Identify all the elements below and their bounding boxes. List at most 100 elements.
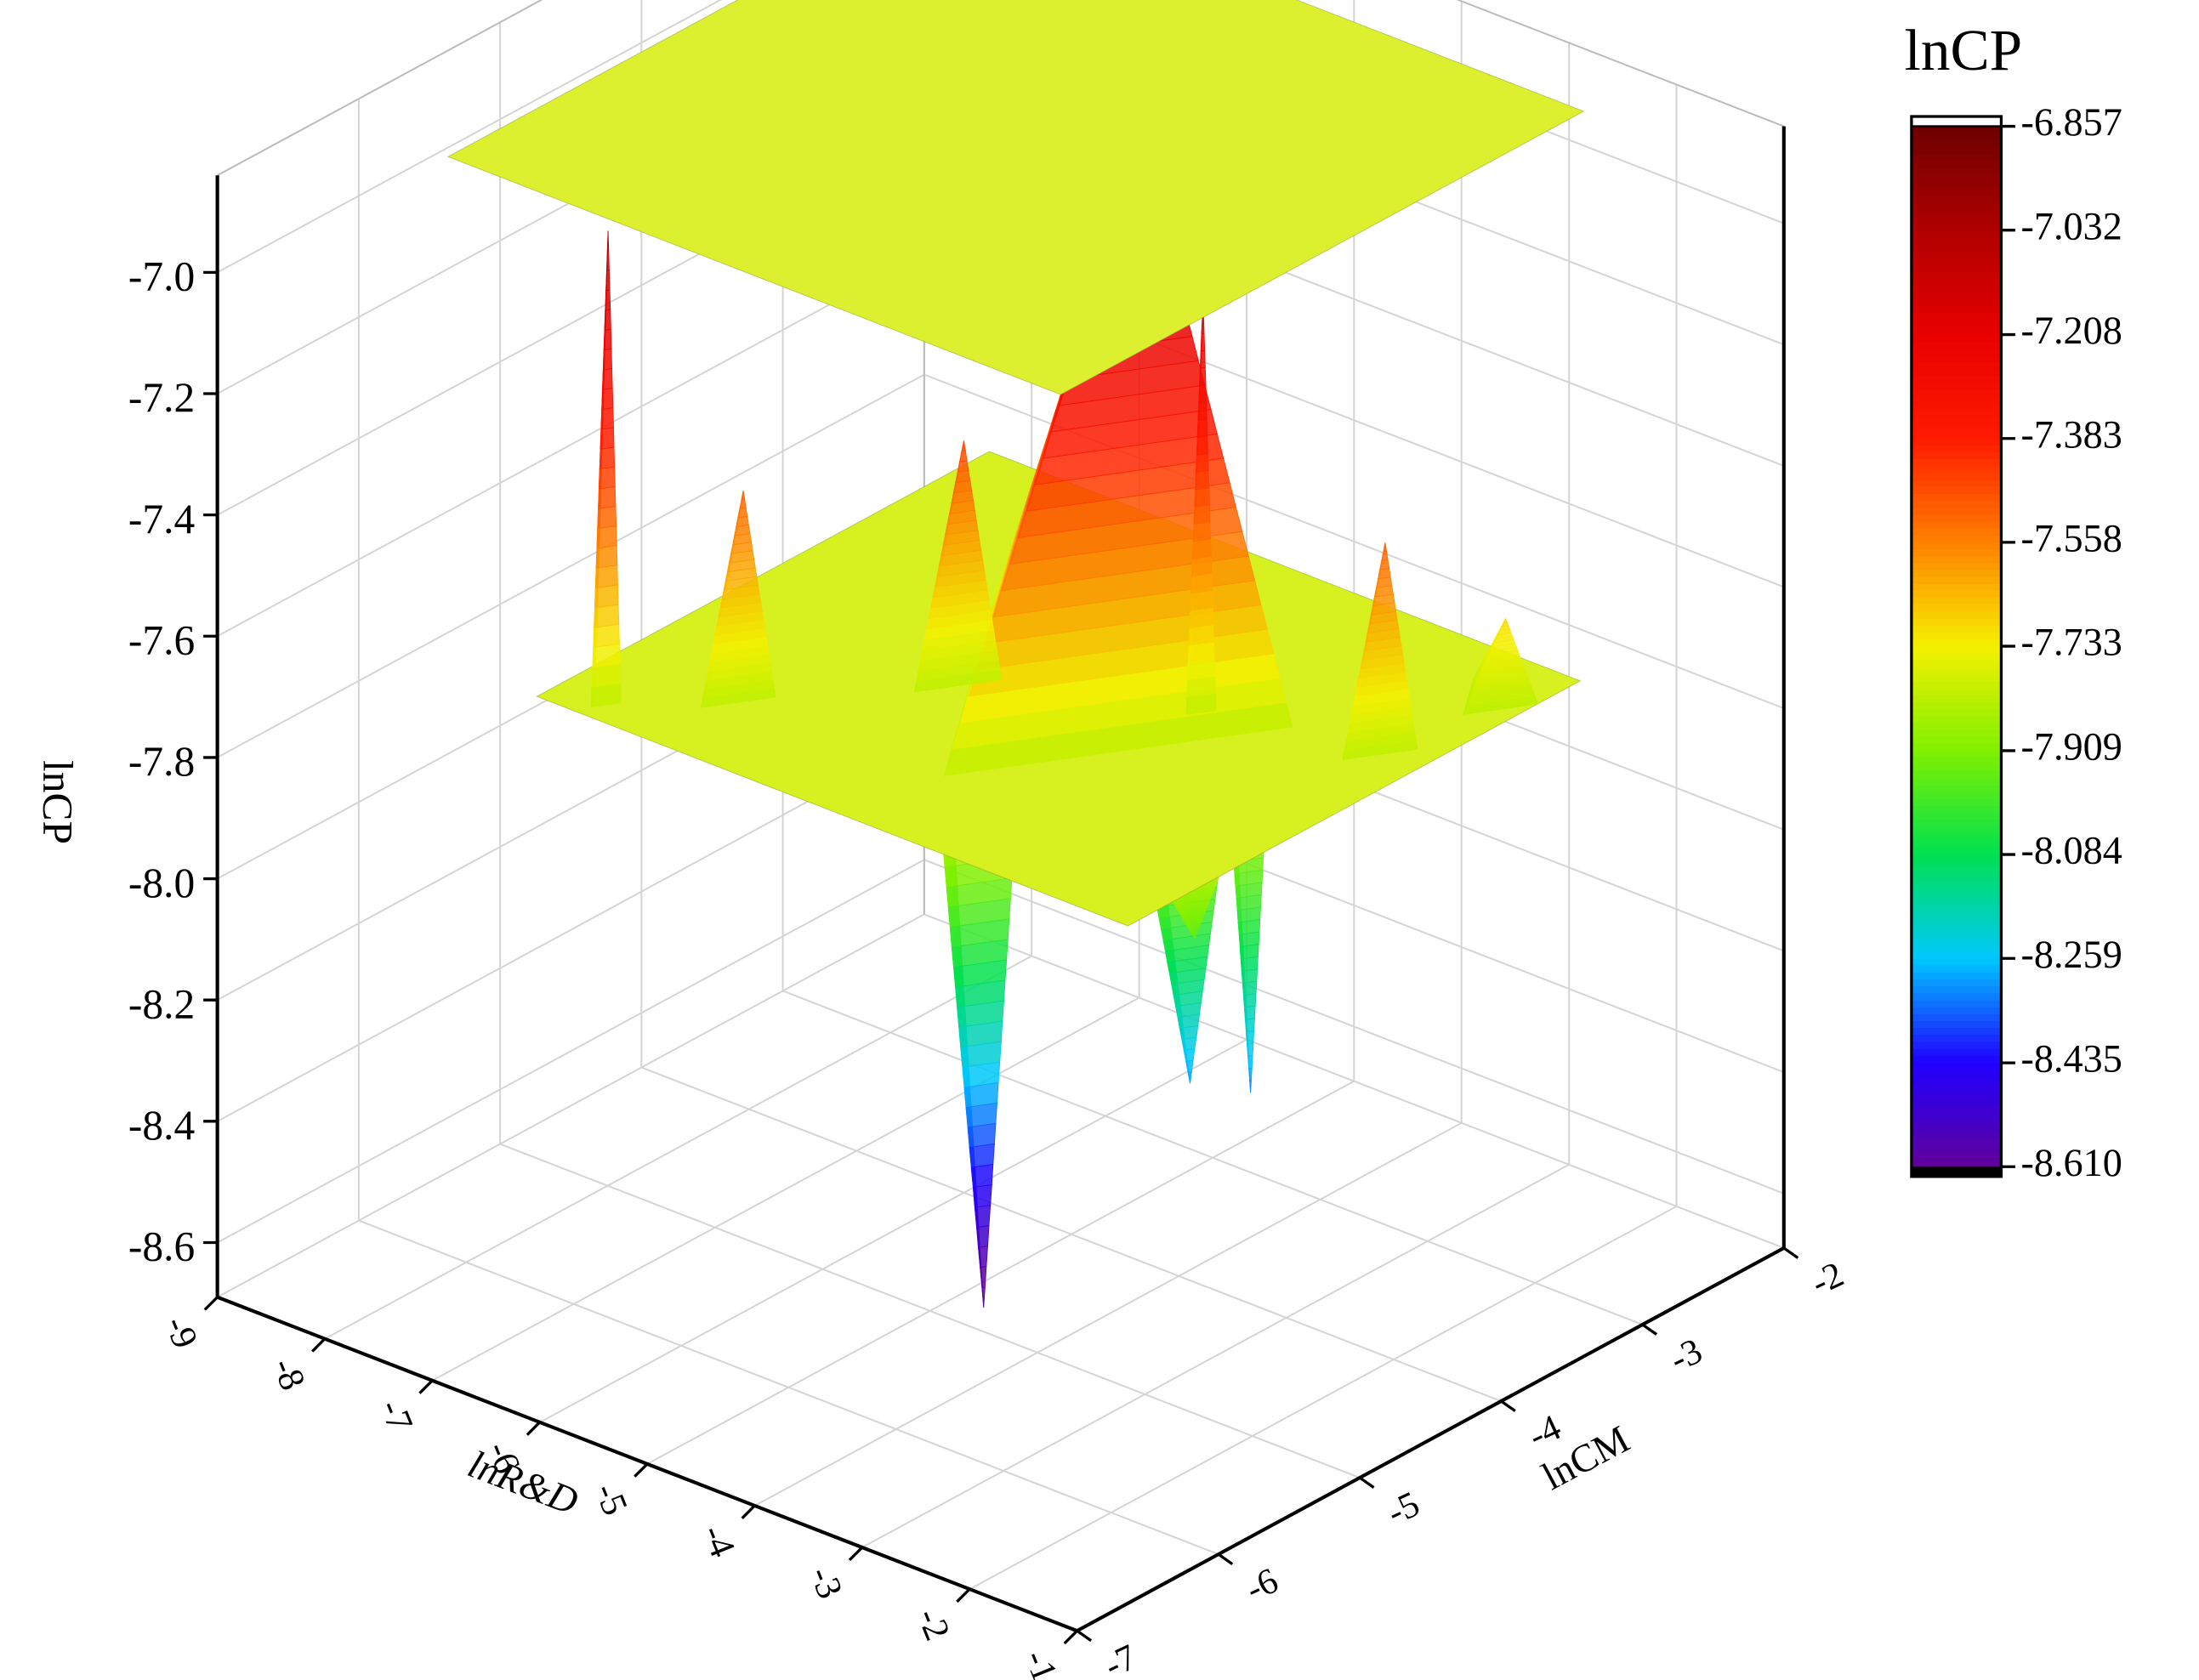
y-tick-label: -2 — [1805, 1254, 1850, 1303]
colorbar-strip — [1911, 313, 2002, 321]
spike — [590, 230, 622, 708]
spike-face — [1247, 1042, 1254, 1057]
x-tick-label: -5 — [587, 1478, 635, 1521]
colorbar-strip — [1911, 660, 2002, 668]
colorbar-strip — [1911, 681, 2002, 690]
colorbar-strip — [1911, 403, 2002, 412]
y-tick-label: -7 — [1099, 1637, 1143, 1680]
colorbar-strip — [1911, 1070, 2002, 1078]
colorbar-strip — [1911, 154, 2002, 162]
x-tick-label: -7 — [372, 1394, 420, 1438]
colorbar-strip — [1911, 965, 2002, 973]
colorbar-strip — [1911, 1013, 2002, 1022]
spike-face — [1197, 401, 1207, 421]
colorbar-strip — [1911, 1104, 2002, 1112]
colorbar-strip — [1911, 126, 2002, 134]
colorbar-cap — [1911, 1166, 2002, 1177]
colorbar-strip — [1911, 251, 2002, 259]
spike-face — [969, 1143, 995, 1168]
colorbar-strip — [1911, 264, 2002, 273]
x-tick — [203, 1296, 219, 1311]
colorbar-strip — [1911, 833, 2002, 842]
spike-face — [601, 388, 614, 411]
spike-face — [970, 1163, 994, 1188]
colorbar-strip — [1911, 583, 2002, 593]
colorbar-strip — [1911, 1035, 2002, 1043]
z-tick-label: -7.0 — [128, 253, 195, 300]
colorbar-strip — [1911, 292, 2002, 301]
spike-face — [1246, 1030, 1255, 1045]
colorbar-strip — [1911, 361, 2002, 371]
colorbar-strip — [1911, 633, 2002, 641]
colorbar-strip — [1911, 1041, 2002, 1050]
spike-face — [739, 498, 747, 509]
colorbar-strip — [1911, 355, 2002, 363]
z-tick-label: -8.4 — [128, 1102, 195, 1149]
colorbar-strip — [1911, 598, 2002, 606]
colorbar-strip — [1911, 695, 2002, 703]
colorbar-strip — [1911, 181, 2002, 190]
colorbar-title: lnCP — [1905, 17, 2023, 82]
surface-layer — [446, 0, 1585, 395]
spike-face — [1196, 418, 1208, 439]
box-edge — [1456, 0, 1785, 128]
colorbar-strip — [1911, 688, 2002, 696]
spike-face — [1242, 993, 1257, 1008]
colorbar-strip — [1911, 411, 2002, 419]
colorbar-strip — [1911, 715, 2002, 724]
spike — [1342, 542, 1418, 760]
colorbar-strip — [1911, 972, 2002, 980]
colorbar-strip — [1911, 389, 2002, 398]
spike-face — [602, 368, 613, 390]
z-tick-label: -8.0 — [128, 860, 195, 906]
colorbar-strip — [1911, 230, 2002, 239]
z-tick-label: -7.2 — [128, 374, 195, 421]
y-grid-line — [640, 0, 1502, 1402]
spike-face — [603, 328, 612, 351]
spike-face — [594, 565, 618, 589]
z-tick-label: -7.8 — [128, 738, 195, 785]
colorbar-strip — [1911, 549, 2002, 558]
y-tick — [1359, 1476, 1375, 1489]
colorbar-strip — [1911, 445, 2002, 453]
colorbar-strip — [1911, 341, 2002, 349]
x-tick-label: -2 — [909, 1603, 957, 1646]
colorbar-strip — [1911, 514, 2002, 523]
x-tick — [418, 1379, 434, 1394]
y-grid-line — [499, 22, 1361, 1479]
colorbar-tick-label: -7.383 — [2021, 412, 2122, 456]
colorbar-strip — [1911, 861, 2002, 870]
spike-face — [605, 270, 611, 292]
colorbar-strip — [1911, 840, 2002, 849]
spike-face — [1379, 559, 1390, 570]
labels: -7.0 -7.2 -7.4 -7.6 -7.8 -8.0 -8.2 -8.4 -8.6 -9 -8… — [128, 253, 1850, 1680]
spike-face — [1191, 538, 1212, 559]
spike-face — [606, 230, 610, 252]
colorbar-strip — [1911, 708, 2002, 717]
colorbar-strip — [1911, 1020, 2002, 1030]
colorbar-tick-label: -7.032 — [2021, 204, 2122, 247]
colorbar-strip — [1911, 674, 2002, 683]
spike-face — [598, 485, 617, 509]
y-tick — [1641, 1323, 1658, 1336]
y-tick — [1782, 1246, 1799, 1259]
colorbar-strip — [1911, 1132, 2002, 1140]
colorbar-strip — [1911, 202, 2002, 211]
colorbar-strip — [1911, 798, 2002, 808]
spike-face — [1200, 332, 1206, 352]
colorbar-strip — [1911, 320, 2002, 329]
y-tick-label: -3 — [1664, 1331, 1708, 1380]
spike-face — [1248, 1067, 1253, 1081]
spike-face — [967, 1122, 997, 1148]
colorbar-strip — [1911, 286, 2002, 294]
colorbar-strip — [1911, 1138, 2002, 1147]
x-tick-label: -4 — [694, 1519, 742, 1563]
colorbar-strip — [1911, 1028, 2002, 1036]
colorbar-strip — [1911, 237, 2002, 246]
spike-face — [974, 1205, 992, 1229]
spike-face — [593, 623, 620, 649]
colorbar-strip — [1911, 563, 2002, 571]
colorbar-strip — [1911, 258, 2002, 266]
colorbar-strip — [1911, 147, 2002, 156]
